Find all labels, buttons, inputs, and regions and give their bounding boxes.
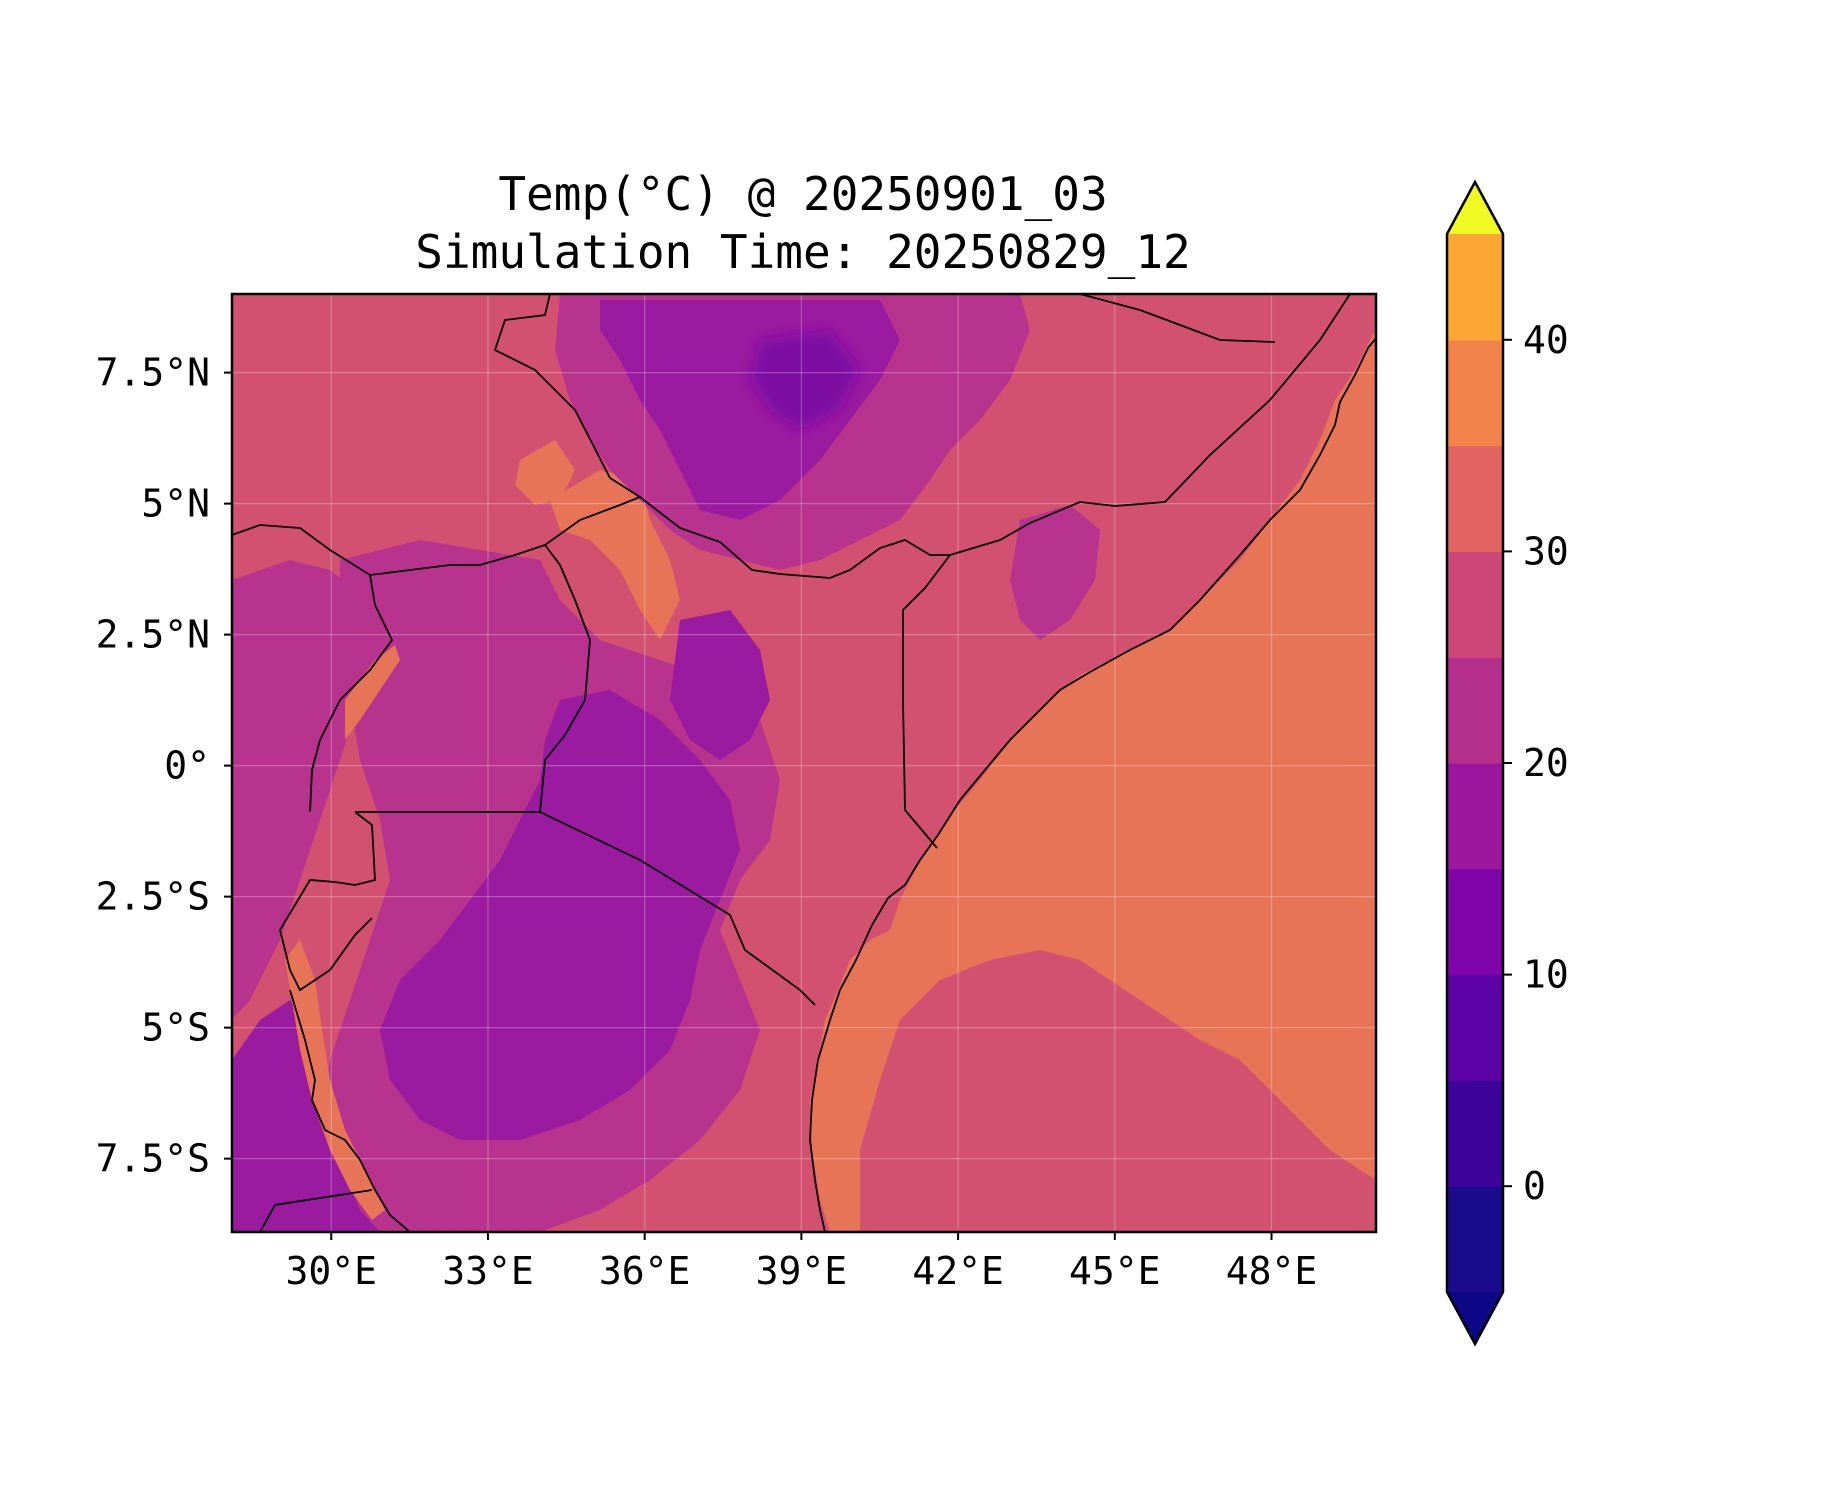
lon-tick-label: 48°E — [1226, 1249, 1318, 1293]
colorbar-segment — [1447, 551, 1503, 658]
colorbar-tick-label: 40 — [1523, 318, 1569, 362]
colorbar-segment — [1447, 234, 1503, 341]
country-borders — [232, 294, 1376, 1232]
kenya-somalia-border — [902, 554, 951, 849]
lat-tick-label: 5°S — [141, 1006, 210, 1050]
tanzania-zambia-border — [259, 1189, 373, 1232]
tanzania-drc-border — [289, 989, 411, 1232]
colorbar-segment — [1447, 339, 1503, 447]
map-frame — [230, 292, 1378, 1234]
colorbar-segment — [1447, 1186, 1503, 1293]
lat-tick-label: 0° — [164, 744, 210, 788]
lat-tick-label: 2.5°N — [96, 613, 210, 657]
southern-ocean-mild-region — [860, 950, 1376, 1232]
ethiopian-highland-coldest-core — [750, 330, 860, 430]
northern-lowland-warm-patch — [515, 440, 575, 505]
lon-tick-label: 30°E — [285, 1249, 377, 1293]
east-africa-coastline — [809, 337, 1376, 1232]
kenya-tanzania-border — [539, 811, 816, 1006]
western-highland-region — [232, 560, 380, 1020]
colorbar-segment — [1447, 1080, 1503, 1187]
uganda-kenya-border — [539, 544, 591, 813]
map-plot-area — [232, 294, 1376, 1232]
latitude-ticks: 7.5°N 5°N 2.5°N 0° 2.5°S 5°S 7.5°S — [96, 351, 232, 1181]
colorbar-segment — [1447, 763, 1503, 870]
colorbar-tick-label: 20 — [1523, 741, 1569, 785]
lake-albert-warm-strip — [345, 645, 400, 740]
lake-tanganyika-warm-strip — [285, 940, 385, 1220]
ethiopia-somalia-border — [949, 294, 1351, 556]
lon-tick-label: 36°E — [599, 1249, 691, 1293]
colorbar-segment — [1447, 445, 1503, 552]
lon-tick-label: 33°E — [442, 1249, 534, 1293]
colorbar-segment — [1447, 657, 1503, 764]
figure-title-line2: Simulation Time: 20250829_12 — [415, 225, 1190, 279]
somali-highland-patch — [1010, 505, 1100, 640]
ethiopia-northeast-border — [1079, 294, 1276, 343]
colorbar-tick-label: 0 — [1523, 1164, 1546, 1208]
lon-tick-label: 39°E — [756, 1249, 848, 1293]
lon-tick-label: 45°E — [1069, 1249, 1161, 1293]
south-sudan-uganda-border — [232, 496, 641, 576]
map-gridlines — [232, 294, 1376, 1232]
lat-tick-label: 5°N — [141, 482, 210, 526]
south-sudan-ethiopia-border — [493, 294, 641, 498]
lat-tick-label: 2.5°S — [96, 875, 210, 919]
colorbar-extend-over — [1447, 182, 1503, 234]
colorbar-segment — [1447, 868, 1503, 976]
colorbar-tick-label: 30 — [1523, 529, 1569, 573]
colorbar-outline — [1445, 179, 1505, 1347]
uganda-drc-border — [309, 574, 394, 813]
temperature-colorbar: 0 10 20 30 40 — [1445, 179, 1569, 1347]
lat-tick-label: 7.5°S — [96, 1137, 210, 1181]
colorbar-tick-label: 10 — [1523, 953, 1569, 997]
lon-tick-label: 42°E — [912, 1249, 1004, 1293]
lat-tick-label: 7.5°N — [96, 351, 210, 395]
rwanda-burundi-borders — [279, 811, 376, 992]
turkana-warm-patch — [550, 470, 680, 640]
rift-valley-cool-region — [670, 610, 770, 760]
colorbar-extend-under — [1447, 1292, 1503, 1344]
figure-title-line1: Temp(°C) @ 20250901_03 — [498, 167, 1107, 221]
colorbar-segment — [1447, 974, 1503, 1081]
longitude-ticks: 30°E 33°E 36°E 39°E 42°E 45°E 48°E — [285, 1232, 1317, 1293]
kenya-ethiopia-border — [639, 496, 950, 579]
interior-cool-highland-region — [380, 690, 740, 1140]
